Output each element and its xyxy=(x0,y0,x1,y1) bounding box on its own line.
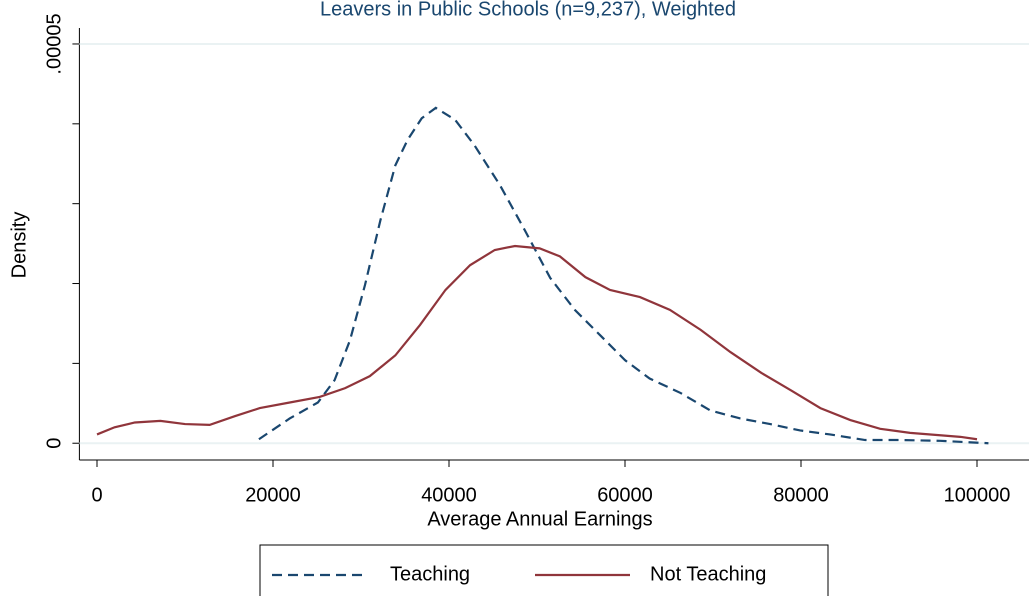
x-tick-label: 80000 xyxy=(773,484,829,506)
x-tick-label: 0 xyxy=(91,484,102,506)
chart-title: Leavers in Public Schools (n=9,237), Wei… xyxy=(320,0,736,20)
line xyxy=(96,244,978,441)
legend-box xyxy=(259,544,829,596)
x-tick-label: 40000 xyxy=(421,484,477,506)
x-tick-label: 20000 xyxy=(245,484,301,506)
x-axis-title: Average Annual Earnings xyxy=(427,508,652,530)
y-tick-label: .00005 xyxy=(43,13,65,74)
legend-label: Teaching xyxy=(390,563,470,585)
x-tick-label: 60000 xyxy=(597,484,653,506)
y-tick-label: 0 xyxy=(43,438,65,449)
x-tick-label: 100000 xyxy=(944,484,1011,506)
line xyxy=(258,106,989,445)
legend-label: Not Teaching xyxy=(650,563,766,585)
y-axis-title: Density xyxy=(8,212,30,279)
